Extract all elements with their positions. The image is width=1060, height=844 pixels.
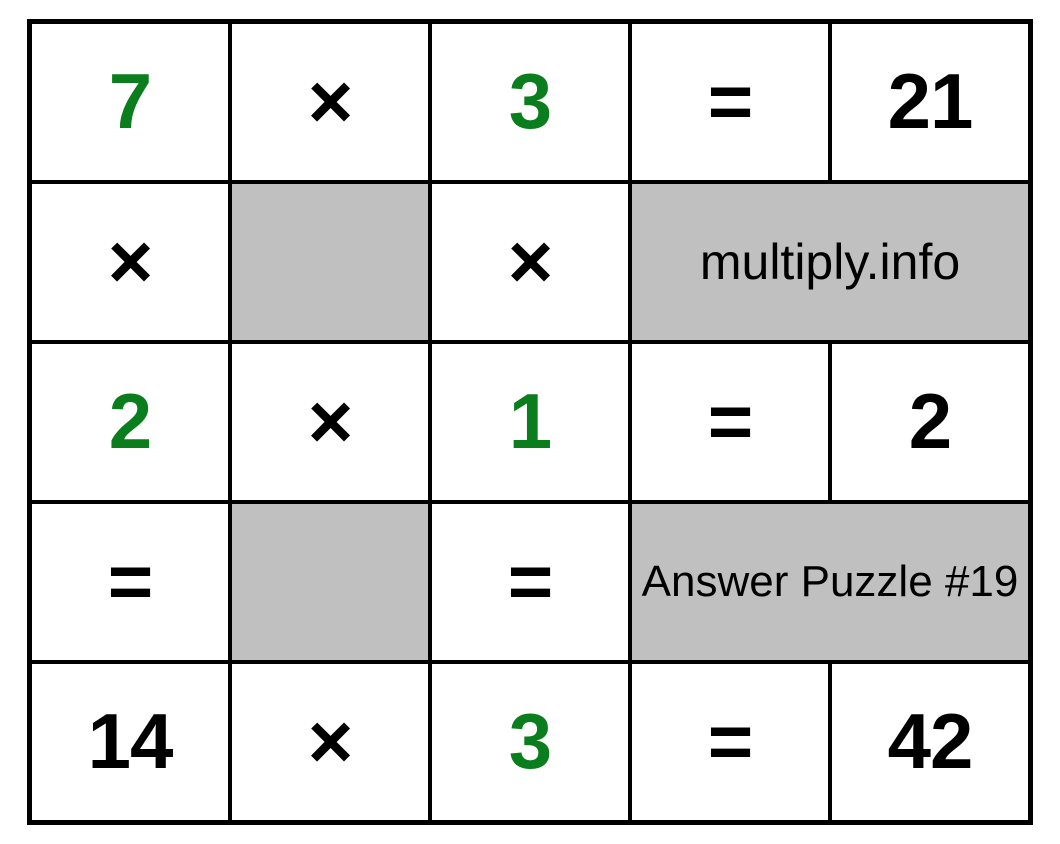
r3-puzzle-label: Answer Puzzle #19 [630, 502, 1030, 662]
r1c1-blank [230, 182, 430, 342]
puzzle-grid: 7 × 3 = 21 × × multiply.info 2 × 1 = 2 =… [27, 19, 1033, 825]
r1c0-operator: × [30, 182, 230, 342]
r2c4-result: 2 [830, 342, 1030, 502]
r2c0-operand: 2 [30, 342, 230, 502]
r3c1-blank [230, 502, 430, 662]
r3c2-equals: = [430, 502, 630, 662]
r4c1-operator: × [230, 662, 430, 822]
puzzle-wrap: 7 × 3 = 21 × × multiply.info 2 × 1 = 2 =… [0, 0, 1060, 844]
r4c0-result: 14 [30, 662, 230, 822]
r0c0-operand: 7 [30, 22, 230, 182]
r2c3-equals: = [630, 342, 830, 502]
r3c0-equals: = [30, 502, 230, 662]
r4c4-result: 42 [830, 662, 1030, 822]
r4c2-operand: 3 [430, 662, 630, 822]
r4c3-equals: = [630, 662, 830, 822]
r1c2-operator: × [430, 182, 630, 342]
r0c2-operand: 3 [430, 22, 630, 182]
r2c2-operand: 1 [430, 342, 630, 502]
r0c1-operator: × [230, 22, 430, 182]
r0c3-equals: = [630, 22, 830, 182]
r2c1-operator: × [230, 342, 430, 502]
r1-site-label: multiply.info [630, 182, 1030, 342]
r0c4-result: 21 [830, 22, 1030, 182]
